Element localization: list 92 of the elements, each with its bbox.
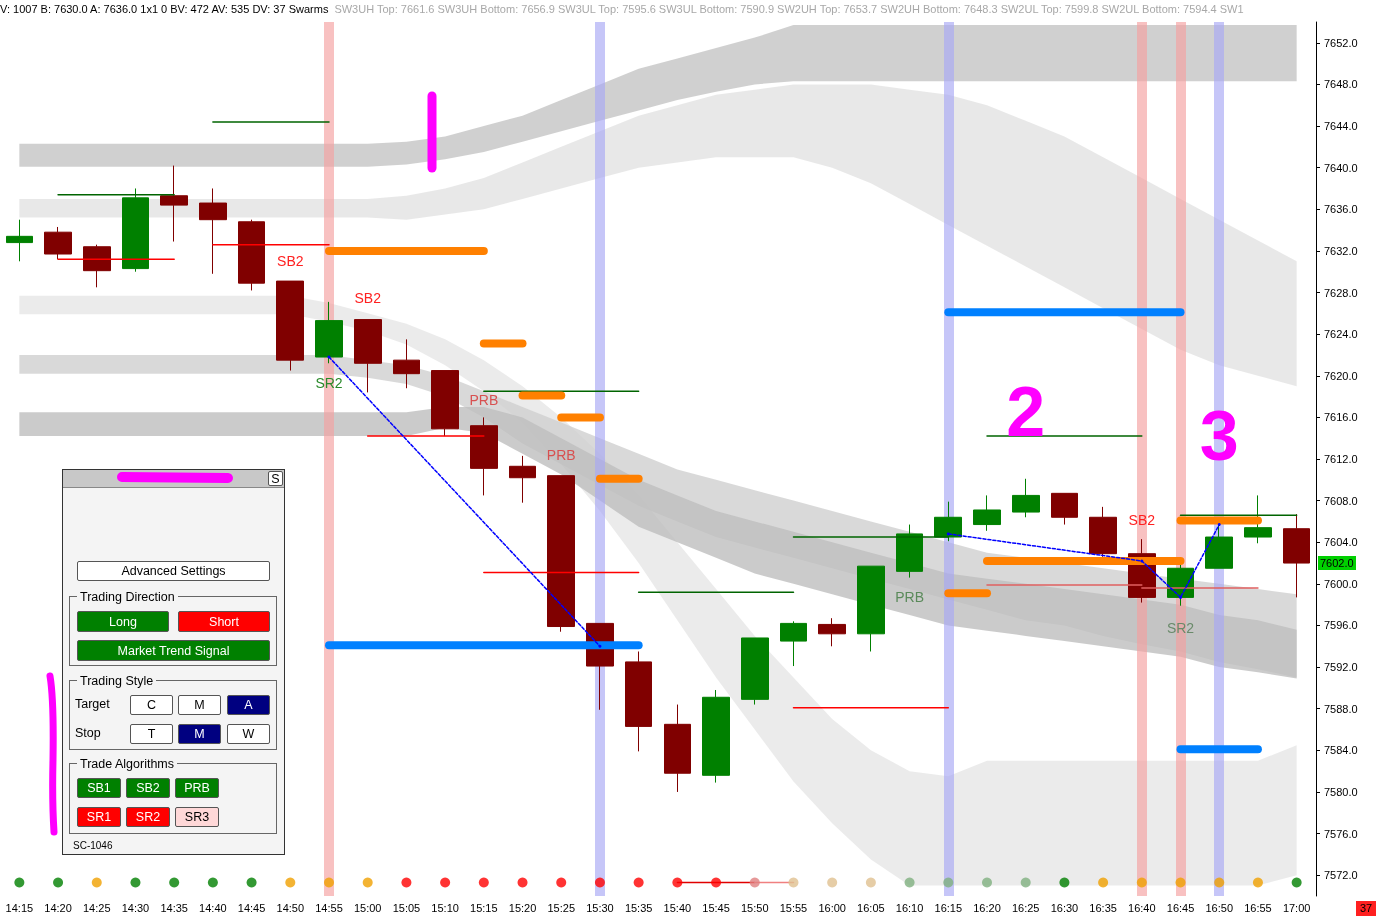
y-tick-label: 7620.0 <box>1324 369 1358 382</box>
annotation: A <box>227 695 270 715</box>
annotation: SR2 <box>126 807 170 827</box>
y-tick-label: 7588.0 <box>1324 702 1358 715</box>
x-tick-label: 15:25 <box>547 901 575 914</box>
annotation: Trading Direction <box>77 588 178 606</box>
annotation: Short <box>178 611 270 632</box>
x-tick-label: 14:40 <box>199 901 227 914</box>
y-tick-label: 7616.0 <box>1324 411 1358 424</box>
annotation: PRB <box>895 589 924 606</box>
chart-title: V: 1007 B: 7630.0 A: 7636.0 1x1 0 BV: 472 AV: 535 DV: 37 Swarms <box>0 3 329 15</box>
x-tick-label: 16:05 <box>857 901 885 914</box>
annotation: M <box>178 695 221 715</box>
x-tick-label: 14:50 <box>276 901 305 914</box>
annotation: SB1 <box>77 778 121 798</box>
annotation: Trading Style <box>77 672 157 690</box>
x-tick-label: 16:00 <box>818 901 846 914</box>
y-tick-label: 7628.0 <box>1324 286 1358 299</box>
annotation: 7602.0 <box>1320 557 1354 570</box>
x-tick-label: 15:15 <box>470 901 498 914</box>
x-tick-label: 16:50 <box>1205 901 1233 914</box>
annotation: Target <box>75 696 111 713</box>
annotation: W <box>227 724 270 744</box>
annotation: Trade Algorithms <box>77 755 178 773</box>
y-tick-label: 7608.0 <box>1324 494 1358 507</box>
x-tick-label: 14:55 <box>315 901 343 914</box>
annotation: PRB <box>175 778 219 798</box>
annotation: PRB <box>546 446 576 463</box>
x-tick-label: 14:35 <box>160 901 188 914</box>
x-tick-label: 15:00 <box>353 901 382 914</box>
x-tick-label: 16:25 <box>1011 901 1040 914</box>
text: 37 <box>1356 901 1376 916</box>
x-tick-label: 15:45 <box>702 901 730 914</box>
annotation: C <box>130 695 173 715</box>
y-tick-label: 7624.0 <box>1324 328 1358 341</box>
annotation: S <box>268 471 283 486</box>
annotation: Long <box>77 611 169 632</box>
x-tick-label: 16:30 <box>1050 901 1079 914</box>
annotation: SR2 <box>315 375 343 392</box>
y-tick-label: 7600.0 <box>1324 577 1358 590</box>
x-tick-label: 17:00 <box>1282 901 1311 914</box>
annotation: SC-1046 <box>73 838 114 852</box>
x-tick-label: 14:45 <box>237 901 266 914</box>
y-tick-label: 7584.0 <box>1324 744 1358 757</box>
x-tick-label: 14:25 <box>83 901 111 914</box>
y-tick-label: 7612.0 <box>1324 453 1358 465</box>
x-tick-label: 16:55 <box>1244 901 1272 914</box>
annotation: 2 <box>1006 373 1046 452</box>
x-tick-label: 16:45 <box>1166 901 1195 914</box>
x-tick-label: 14:30 <box>121 901 150 914</box>
y-tick-label: 7640.0 <box>1324 161 1358 174</box>
x-tick-label: 15:35 <box>624 901 653 914</box>
x-tick-label: 16:35 <box>1089 901 1117 914</box>
annotation: SR2 <box>1166 619 1195 636</box>
x-tick-label: 15:05 <box>392 901 421 914</box>
y-tick-label: 7572.0 <box>1324 869 1358 882</box>
x-tick-label: 15:10 <box>431 901 459 914</box>
y-tick-label: 7632.0 <box>1324 244 1358 257</box>
x-tick-label: 16:40 <box>1128 901 1156 914</box>
y-tick-label: 7580.0 <box>1324 785 1358 798</box>
annotation: 3 <box>1199 397 1239 476</box>
x-tick-label: 14:20 <box>44 901 72 914</box>
annotation: M <box>178 724 221 744</box>
annotation: Market Trend Signal <box>77 640 270 661</box>
y-tick-label: 7576.0 <box>1324 827 1358 840</box>
x-tick-label: 15:55 <box>779 901 808 914</box>
x-tick-label: 14:15 <box>5 901 34 914</box>
annotation: SB2 <box>277 253 304 270</box>
annotation: SB2 <box>354 289 382 306</box>
x-tick-label: 16:20 <box>973 901 1001 914</box>
annotation: T <box>130 724 173 744</box>
annotation: SR1 <box>77 807 121 827</box>
x-tick-label: 15:40 <box>663 901 692 914</box>
x-tick-label: 15:30 <box>586 901 614 914</box>
y-tick-label: 7636.0 <box>1324 203 1358 216</box>
annotation: PRB <box>469 391 499 408</box>
x-tick-label: 16:15 <box>934 901 963 914</box>
x-tick-label: 15:20 <box>508 901 537 914</box>
y-tick-label: 7644.0 <box>1324 120 1358 133</box>
y-tick-label: 7648.0 <box>1324 78 1358 91</box>
x-tick-label: 15:50 <box>741 901 769 914</box>
x-tick-label: 16:10 <box>895 901 924 914</box>
annotation: Stop <box>75 725 102 742</box>
y-tick-label: 7652.0 <box>1324 36 1358 49</box>
y-tick-label: 7596.0 <box>1324 619 1358 632</box>
y-tick-label: 7592.0 <box>1324 661 1358 674</box>
annotation: Advanced Settings <box>77 561 270 581</box>
chart-subtitle: SW3UH Top: 7661.6 SW3UH Bottom: 7656.9 SW3UL Top: 7595.6 SW3UL Bottom: 7590.9 SW2UH Top: 7653.7 SW2UH Bottom: 7648.3 SW2UL Top: 7599.8 SW2UL Bottom: 7594.4 SW1 <box>334 3 1244 15</box>
annotation: SB2 <box>1128 512 1156 529</box>
annotation: SR3 <box>175 807 219 827</box>
annotation: SB2 <box>126 778 170 798</box>
y-tick-label: 7604.0 <box>1324 536 1358 549</box>
